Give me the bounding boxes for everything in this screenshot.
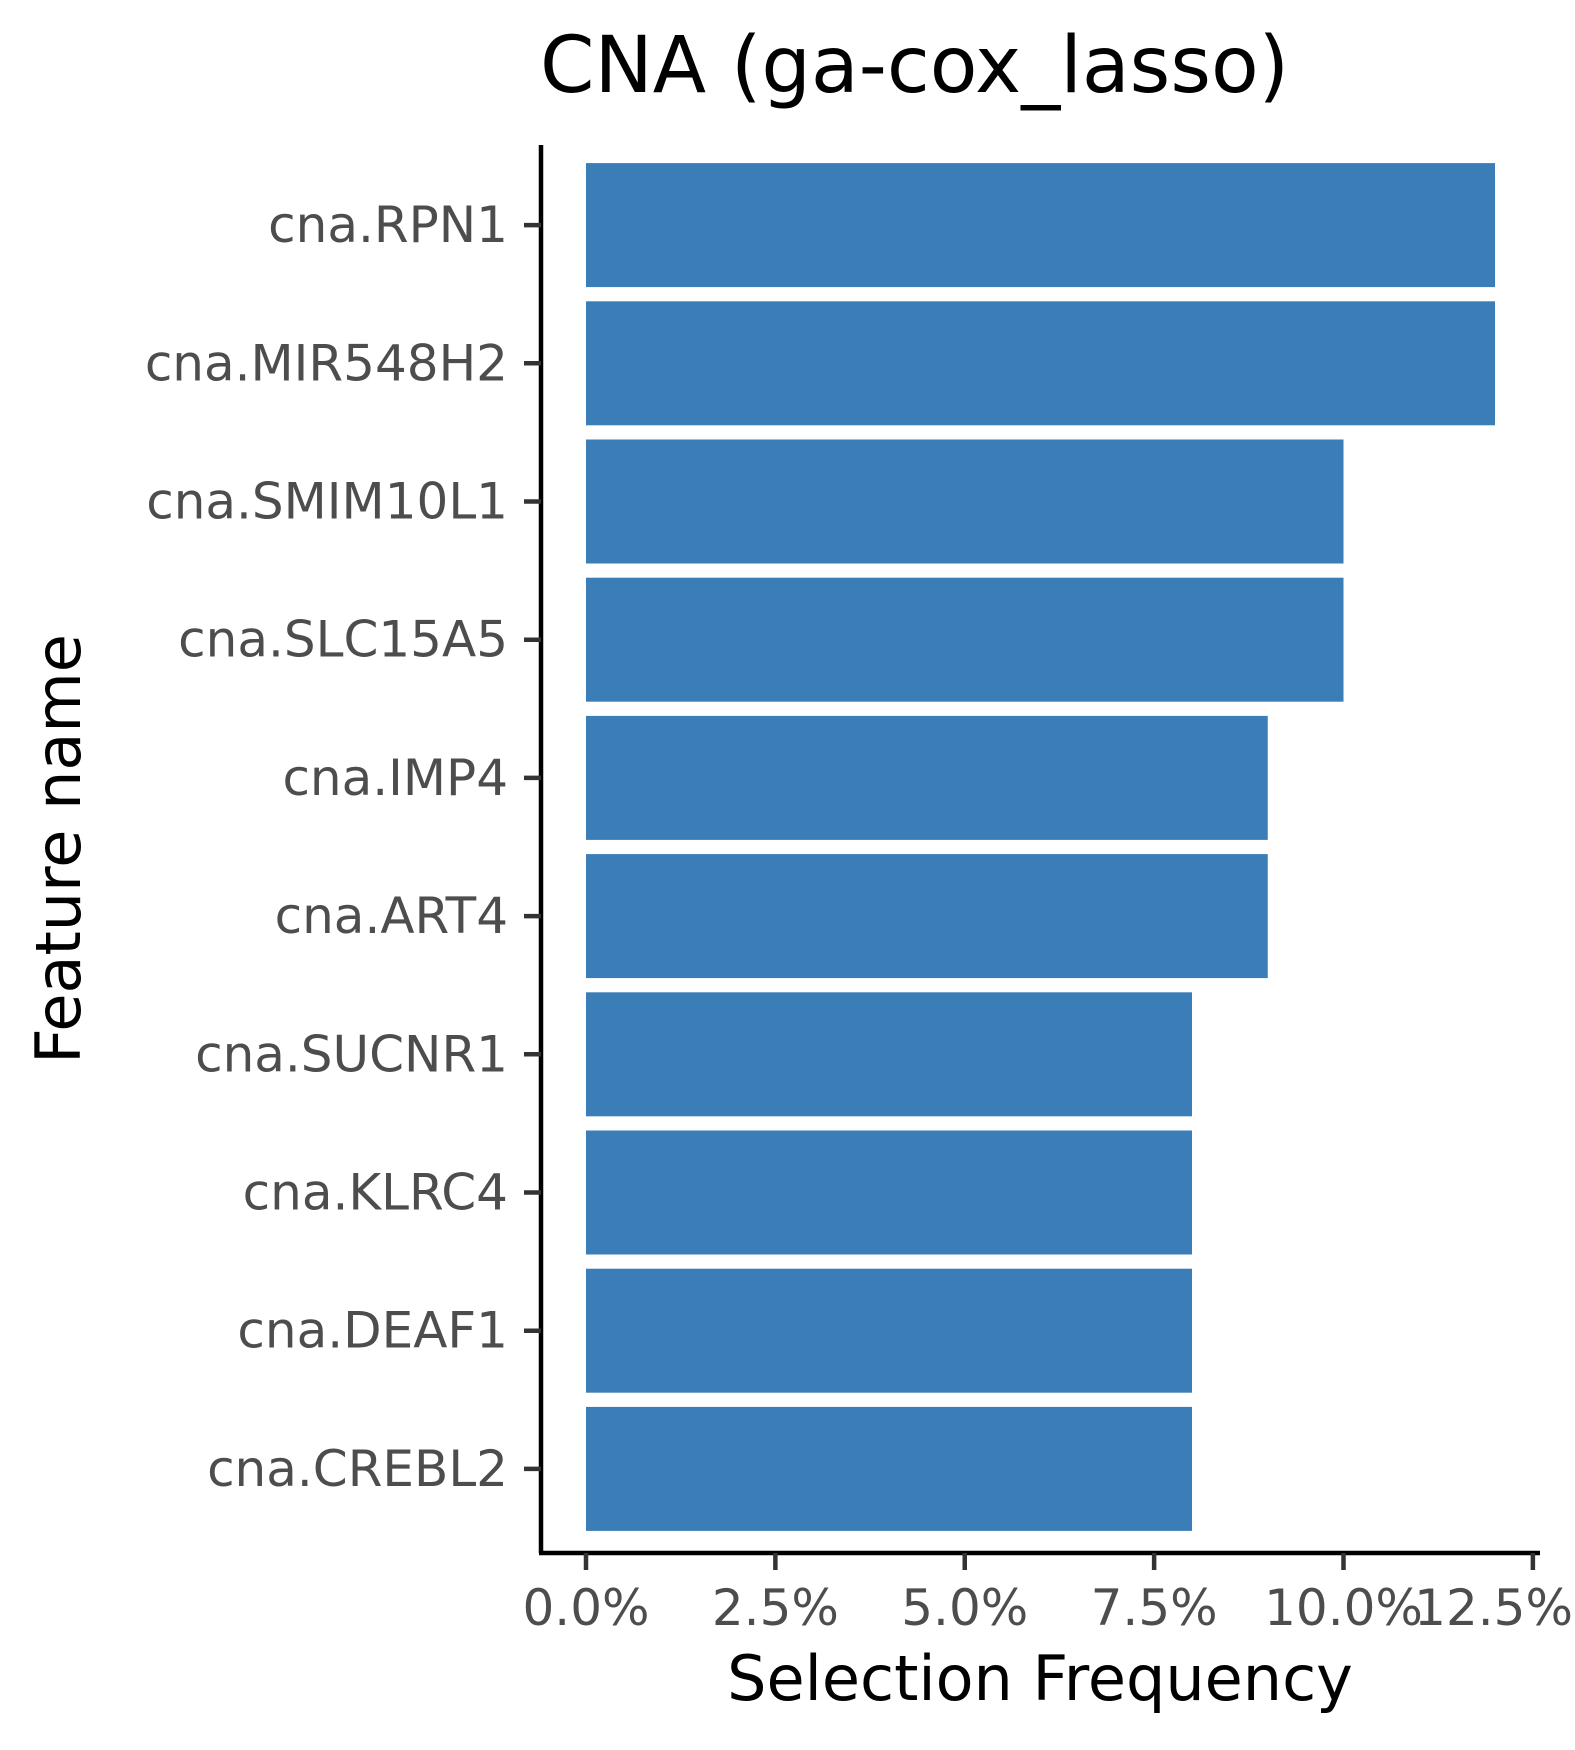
bar-cna.RPN1	[586, 163, 1495, 288]
y-tick-label: cna.ART4	[275, 887, 508, 945]
y-axis-title: Feature name	[22, 634, 95, 1064]
x-axis-title: Selection Frequency	[727, 1642, 1353, 1715]
bar-cna.DEAF1	[586, 1268, 1192, 1393]
y-tick-label: cna.IMP4	[282, 749, 508, 807]
bar-series	[586, 163, 1495, 1531]
chart-title: CNA (ga-cox_lasso)	[540, 21, 1289, 111]
bar-cna.CREBL2	[586, 1406, 1192, 1531]
x-axis-ticks: 0.0% 2.5% 5.0% 7.5% 10.0%12.5%	[522, 1553, 1573, 1637]
x-tick-label: 0.0%	[522, 1579, 649, 1637]
x-tick-label: 5.0%	[901, 1579, 1028, 1637]
bar-cna.KLRC4	[586, 1130, 1192, 1255]
bar-cna.SMIM10L1	[586, 439, 1344, 564]
x-tick-label: 7.5%	[1091, 1579, 1218, 1637]
y-axis-ticks: cna.RPN1 cna.MIR548H2 cna.SMIM10L1 cna.SLC1…	[145, 196, 541, 1498]
bar-cna.SLC15A5	[586, 577, 1344, 702]
y-tick-label: cna.RPN1	[268, 196, 508, 254]
y-tick-label: cna.SUCNR1	[195, 1025, 508, 1083]
x-tick-label: 10.0%	[1264, 1579, 1423, 1637]
bar-cna.ART4	[586, 854, 1268, 979]
x-tick-label: 2.5%	[712, 1579, 839, 1637]
y-tick-label: cna.KLRC4	[243, 1164, 508, 1222]
bar-cna.MIR548H2	[586, 301, 1495, 426]
y-tick-label: cna.MIR548H2	[145, 334, 508, 392]
x-tick-label: 12.5%	[1414, 1579, 1573, 1637]
y-tick-label: cna.SMIM10L1	[146, 473, 508, 531]
y-tick-label: cna.SLC15A5	[178, 611, 508, 669]
bar-cna.SUCNR1	[586, 992, 1192, 1117]
bar-cna.IMP4	[586, 715, 1268, 840]
y-tick-label: cna.DEAF1	[237, 1302, 508, 1360]
y-tick-label: cna.CREBL2	[207, 1440, 508, 1498]
